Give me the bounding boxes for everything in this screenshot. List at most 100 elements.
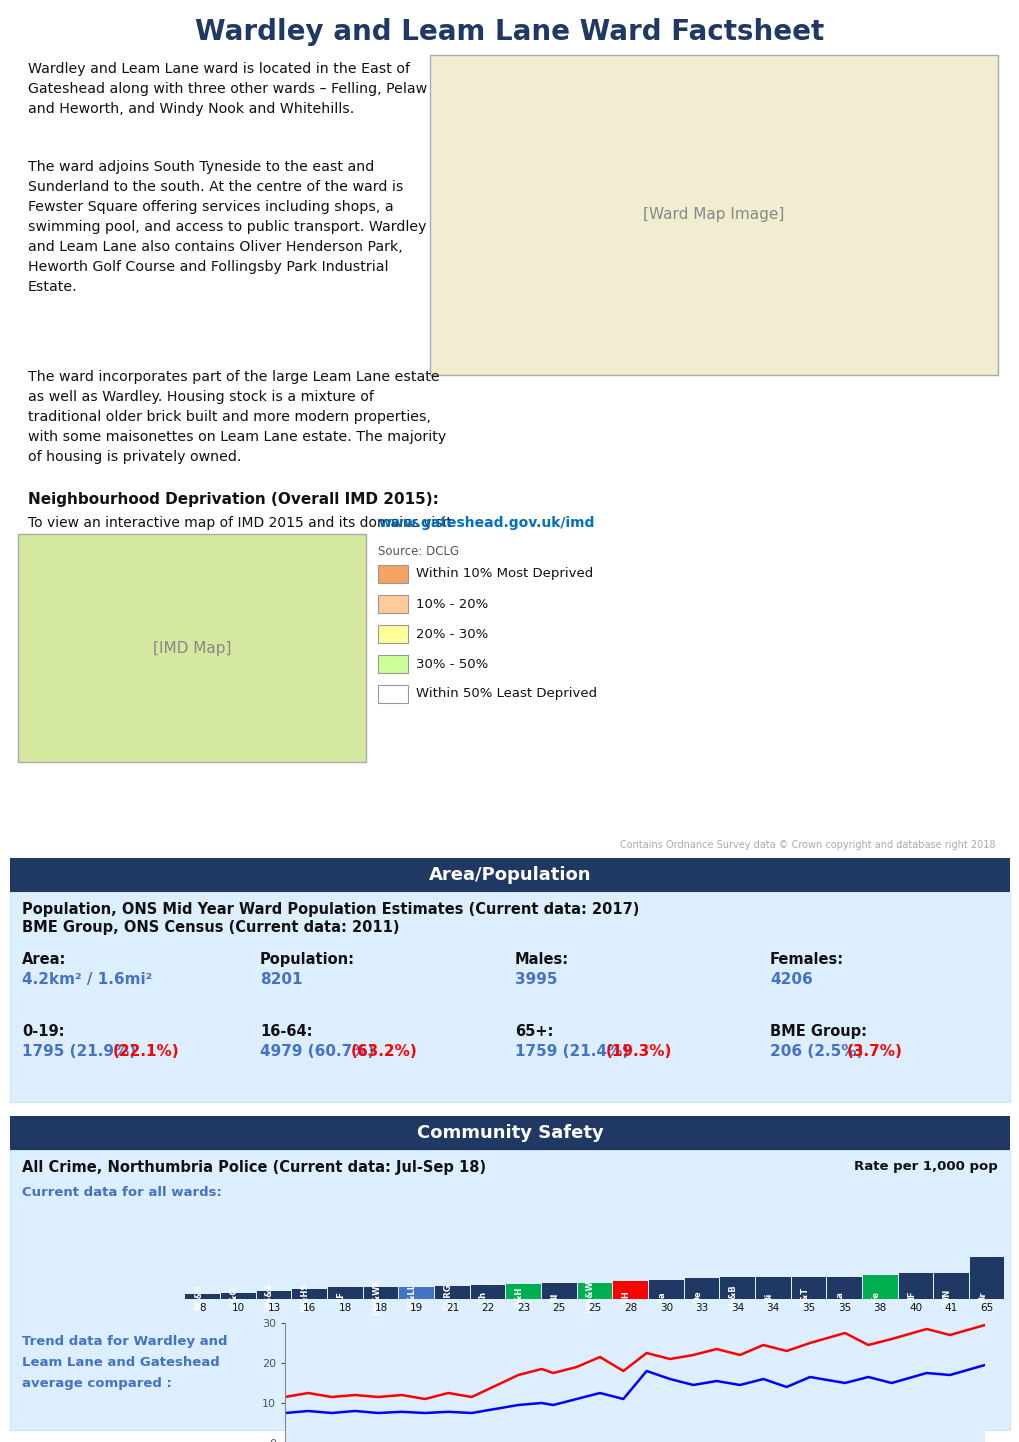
Text: 4206: 4206 bbox=[769, 972, 812, 986]
Text: 0-19:: 0-19: bbox=[22, 1024, 64, 1040]
Bar bbox=[541, 1283, 576, 1299]
Text: BME Group:: BME Group: bbox=[769, 1024, 866, 1040]
Text: 33: 33 bbox=[695, 1304, 708, 1314]
Text: DH&WE: DH&WE bbox=[372, 1279, 381, 1315]
Text: (22.1%): (22.1%) bbox=[113, 1044, 179, 1058]
Text: To view an interactive map of IMD 2015 and its domains visit: To view an interactive map of IMD 2015 a… bbox=[28, 516, 455, 531]
Text: Area/Population: Area/Population bbox=[428, 867, 591, 884]
Bar bbox=[328, 1288, 363, 1299]
Bar bbox=[577, 1283, 611, 1299]
Bar bbox=[470, 1285, 504, 1299]
Bar bbox=[292, 1289, 327, 1299]
Bar bbox=[969, 1257, 1004, 1299]
Bar bbox=[430, 55, 997, 375]
Text: 4979 (60.7%): 4979 (60.7%) bbox=[260, 1044, 379, 1058]
Text: Population:: Population: bbox=[260, 952, 355, 968]
Text: Within 50% Least Deprived: Within 50% Least Deprived bbox=[416, 688, 596, 701]
Text: 10% - 20%: 10% - 20% bbox=[416, 597, 488, 610]
Text: 1795 (21.9%): 1795 (21.9%) bbox=[22, 1044, 142, 1058]
Bar bbox=[719, 1278, 754, 1299]
Text: WN: WN bbox=[942, 1289, 951, 1305]
Text: 1759 (21.4%): 1759 (21.4%) bbox=[515, 1044, 634, 1058]
Text: (3.7%): (3.7%) bbox=[846, 1044, 902, 1058]
Text: 34: 34 bbox=[766, 1304, 780, 1314]
Text: Ch: Ch bbox=[479, 1291, 487, 1304]
Text: [Ward Map Image]: [Ward Map Image] bbox=[643, 208, 784, 222]
Bar bbox=[10, 893, 1009, 1102]
Text: Wardley and Leam Lane ward is located in the East of
Gateshead along with three : Wardley and Leam Lane ward is located in… bbox=[28, 62, 427, 117]
Text: 4.2km² / 1.6mi²: 4.2km² / 1.6mi² bbox=[22, 972, 152, 986]
Text: GH: GH bbox=[621, 1291, 630, 1304]
Text: 10: 10 bbox=[231, 1304, 245, 1314]
Text: Within 10% Most Deprived: Within 10% Most Deprived bbox=[416, 568, 593, 581]
Text: LF: LF bbox=[336, 1292, 345, 1302]
Text: (19.3%): (19.3%) bbox=[605, 1044, 672, 1058]
Text: 34: 34 bbox=[731, 1304, 744, 1314]
Text: C&RG: C&RG bbox=[443, 1283, 452, 1311]
Text: Neighbourhood Deprivation (Overall IMD 2015):: Neighbourhood Deprivation (Overall IMD 2… bbox=[28, 492, 438, 508]
Text: 40: 40 bbox=[908, 1304, 921, 1314]
Text: BME Group, ONS Census (Current data: 2011): BME Group, ONS Census (Current data: 201… bbox=[22, 920, 399, 934]
Bar bbox=[933, 1273, 968, 1299]
Text: (63.2%): (63.2%) bbox=[351, 1044, 418, 1058]
Text: 38: 38 bbox=[872, 1304, 886, 1314]
Text: RC&S: RC&S bbox=[194, 1283, 203, 1309]
Text: Area:: Area: bbox=[22, 952, 66, 968]
Text: La: La bbox=[835, 1292, 844, 1302]
Text: 8201: 8201 bbox=[260, 972, 303, 986]
Text: 41: 41 bbox=[944, 1304, 957, 1314]
Text: LH&B: LH&B bbox=[728, 1285, 737, 1309]
Text: 19: 19 bbox=[410, 1304, 423, 1314]
Text: 23: 23 bbox=[517, 1304, 530, 1314]
Text: Trend data for Wardley and
Leam Lane and Gateshead
average compared :: Trend data for Wardley and Leam Lane and… bbox=[22, 1335, 227, 1390]
Text: C&G: C&G bbox=[229, 1286, 238, 1306]
Text: 28: 28 bbox=[624, 1304, 637, 1314]
Bar bbox=[221, 1292, 256, 1299]
Bar bbox=[505, 1285, 540, 1299]
Text: 3995: 3995 bbox=[515, 972, 557, 986]
Text: 30: 30 bbox=[659, 1304, 673, 1314]
Text: 22: 22 bbox=[481, 1304, 494, 1314]
Bar bbox=[684, 1278, 718, 1299]
Text: 25: 25 bbox=[588, 1304, 601, 1314]
Text: Contains Ordnance Survey data © Crown copyright and database right 2018: Contains Ordnance Survey data © Crown co… bbox=[620, 841, 995, 849]
Text: 206 (2.5%): 206 (2.5%) bbox=[769, 1044, 868, 1058]
Text: Wardley and Leam Lane Ward Factsheet: Wardley and Leam Lane Ward Factsheet bbox=[196, 17, 823, 46]
Text: Males:: Males: bbox=[515, 952, 569, 968]
Text: 16: 16 bbox=[303, 1304, 316, 1314]
Text: Source: DCLG: Source: DCLG bbox=[378, 545, 459, 558]
Text: 16-64:: 16-64: bbox=[260, 1024, 312, 1040]
Text: De: De bbox=[692, 1291, 701, 1304]
Text: Sa: Sa bbox=[656, 1291, 665, 1302]
Bar bbox=[378, 596, 408, 613]
Text: 8: 8 bbox=[200, 1304, 206, 1314]
Text: 35: 35 bbox=[838, 1304, 851, 1314]
Bar bbox=[826, 1276, 861, 1299]
Text: 30% - 50%: 30% - 50% bbox=[416, 658, 488, 671]
Bar bbox=[185, 1293, 220, 1299]
Text: 18: 18 bbox=[338, 1304, 352, 1314]
Text: 13: 13 bbox=[267, 1304, 280, 1314]
Text: D&T: D&T bbox=[799, 1286, 808, 1306]
Bar bbox=[378, 565, 408, 583]
Bar bbox=[755, 1278, 790, 1299]
Bar bbox=[862, 1275, 897, 1299]
Text: All Crime, Northumbria Police (Current data: Jul-Sep 18): All Crime, Northumbria Police (Current d… bbox=[22, 1159, 486, 1175]
Text: Fe: Fe bbox=[870, 1292, 879, 1302]
Text: WN&W: WN&W bbox=[586, 1280, 594, 1314]
Text: 21: 21 bbox=[445, 1304, 459, 1314]
Text: Br: Br bbox=[977, 1292, 986, 1302]
Bar bbox=[378, 655, 408, 673]
Text: 25: 25 bbox=[552, 1304, 566, 1314]
Bar bbox=[257, 1291, 291, 1299]
Text: [IMD Map]: [IMD Map] bbox=[153, 640, 231, 656]
Text: Current data for all wards:: Current data for all wards: bbox=[22, 1185, 222, 1198]
Text: 20% - 30%: 20% - 30% bbox=[416, 627, 488, 640]
Text: BI: BI bbox=[550, 1292, 558, 1302]
Text: 35: 35 bbox=[802, 1304, 815, 1314]
Text: P&H: P&H bbox=[515, 1286, 523, 1306]
Bar bbox=[10, 858, 1009, 893]
Text: 65+:: 65+: bbox=[515, 1024, 553, 1040]
Bar bbox=[364, 1288, 398, 1299]
Text: W&HS: W&HS bbox=[301, 1282, 310, 1312]
